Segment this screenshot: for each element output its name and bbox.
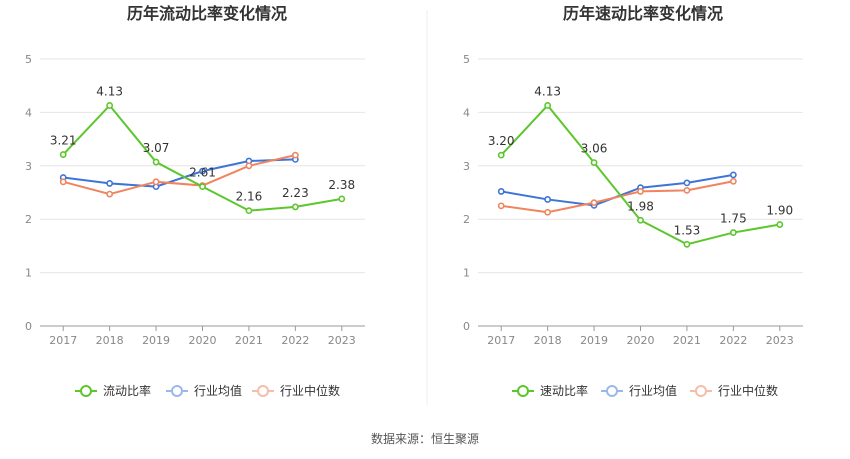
y-tick-label: 0 [25, 320, 32, 333]
data-label: 3.07 [143, 141, 170, 155]
data-point[interactable] [637, 188, 644, 195]
y-tick-label: 2 [25, 213, 32, 226]
chart-title: 历年速动比率变化情况 [563, 4, 723, 23]
y-tick-label: 0 [463, 320, 470, 333]
data-point[interactable] [683, 240, 691, 248]
y-tick-label: 1 [25, 267, 32, 280]
y-tick-label: 5 [463, 53, 470, 66]
x-tick-label: 2021 [673, 334, 701, 347]
data-point[interactable] [245, 162, 253, 170]
data-label: 1.53 [674, 223, 701, 237]
data-point[interactable] [245, 207, 253, 215]
legend-marker [517, 385, 529, 397]
legend-label: 行业均值 [194, 383, 242, 398]
x-tick-label: 2017 [487, 334, 515, 347]
x-tick-label: 2019 [580, 334, 608, 347]
x-tick-label: 2023 [766, 334, 794, 347]
data-point[interactable] [291, 151, 299, 159]
data-point[interactable] [776, 221, 784, 228]
data-point[interactable] [497, 188, 505, 195]
y-tick-label: 4 [25, 106, 32, 119]
data-point[interactable] [544, 102, 552, 109]
y-tick-label: 5 [25, 53, 32, 66]
data-point[interactable] [291, 203, 299, 211]
legend-label: 流动比率 [103, 383, 151, 398]
data-point[interactable] [590, 159, 598, 166]
series-line [501, 180, 734, 214]
legend-label: 行业均值 [629, 383, 677, 398]
data-label: 3.20 [488, 134, 515, 148]
data-point[interactable] [152, 178, 160, 186]
x-tick-label: 2021 [235, 334, 263, 347]
legend-marker [257, 385, 269, 397]
data-label: 1.98 [627, 199, 654, 213]
legend-marker [606, 385, 618, 397]
data-point[interactable] [106, 180, 114, 187]
data-point[interactable] [199, 183, 206, 191]
y-tick-label: 4 [463, 106, 470, 119]
data-label: 1.75 [720, 212, 747, 226]
y-tick-label: 3 [25, 160, 32, 173]
x-tick-label: 2022 [281, 334, 309, 347]
legend-item[interactable]: 速动比率 [512, 383, 588, 398]
data-label: 3.06 [581, 142, 608, 156]
data-label: 4.13 [96, 84, 123, 98]
data-point[interactable] [729, 177, 737, 185]
data-point[interactable] [152, 158, 160, 166]
legend-marker [171, 385, 183, 397]
data-label: 1.90 [766, 204, 793, 218]
x-tick-label: 2018 [534, 334, 562, 347]
data-point[interactable] [683, 179, 691, 187]
x-tick-label: 2022 [719, 334, 747, 347]
data-label: 4.13 [534, 84, 561, 98]
data-point[interactable] [338, 195, 346, 203]
data-point[interactable] [544, 208, 552, 216]
data-label: 3.21 [50, 134, 77, 148]
legend-item[interactable]: 行业中位数 [252, 383, 340, 398]
data-label: 2.16 [236, 190, 263, 204]
data-point[interactable] [497, 151, 505, 159]
data-point[interactable] [637, 216, 644, 224]
x-tick-label: 2018 [96, 334, 124, 347]
legend-label: 行业中位数 [718, 383, 778, 398]
data-label: 2.61 [189, 166, 216, 180]
data-point[interactable] [683, 186, 691, 194]
y-tick-label: 3 [463, 160, 470, 173]
x-tick-label: 2019 [142, 334, 170, 347]
chart-panel-2: 历年速动比率变化情况 0 1 2 3 4 5 2017 2018 2019 2020 2021 2022… [463, 4, 803, 398]
x-tick-label: 2023 [328, 334, 356, 347]
data-point[interactable] [590, 199, 598, 207]
chart-panel-1: 历年流动比率变化情况 0 1 2 3 4 5 2017 2018 2019 2020 2021 2022… [25, 4, 365, 398]
data-point[interactable] [106, 102, 114, 109]
legend-item[interactable]: 行业均值 [601, 383, 677, 398]
x-tick-label: 2017 [49, 334, 77, 347]
x-tick-label: 2020 [627, 334, 655, 347]
legend-item[interactable]: 行业均值 [166, 383, 242, 398]
y-tick-label: 1 [463, 267, 470, 280]
data-point[interactable] [497, 202, 505, 210]
source-note: 数据来源：恒生聚源 [371, 431, 479, 446]
y-tick-label: 2 [463, 213, 470, 226]
legend-marker [695, 385, 707, 397]
legend-label: 速动比率 [540, 383, 588, 398]
x-tick-label: 2020 [189, 334, 217, 347]
legend-marker [80, 385, 92, 397]
data-point[interactable] [729, 171, 737, 179]
series-line [62, 154, 296, 196]
series-line [63, 158, 296, 188]
legend-item[interactable]: 行业中位数 [690, 383, 778, 398]
data-point[interactable] [59, 151, 67, 158]
legend-label: 行业中位数 [280, 383, 340, 398]
data-point[interactable] [544, 196, 552, 203]
chart-title: 历年流动比率变化情况 [127, 4, 287, 23]
legend-item[interactable]: 流动比率 [75, 383, 151, 398]
data-point[interactable] [729, 229, 737, 236]
data-point[interactable] [59, 178, 67, 186]
data-label: 2.38 [328, 178, 355, 192]
data-label: 2.23 [282, 186, 309, 200]
data-point[interactable] [106, 190, 114, 198]
data-point[interactable] [199, 167, 206, 175]
